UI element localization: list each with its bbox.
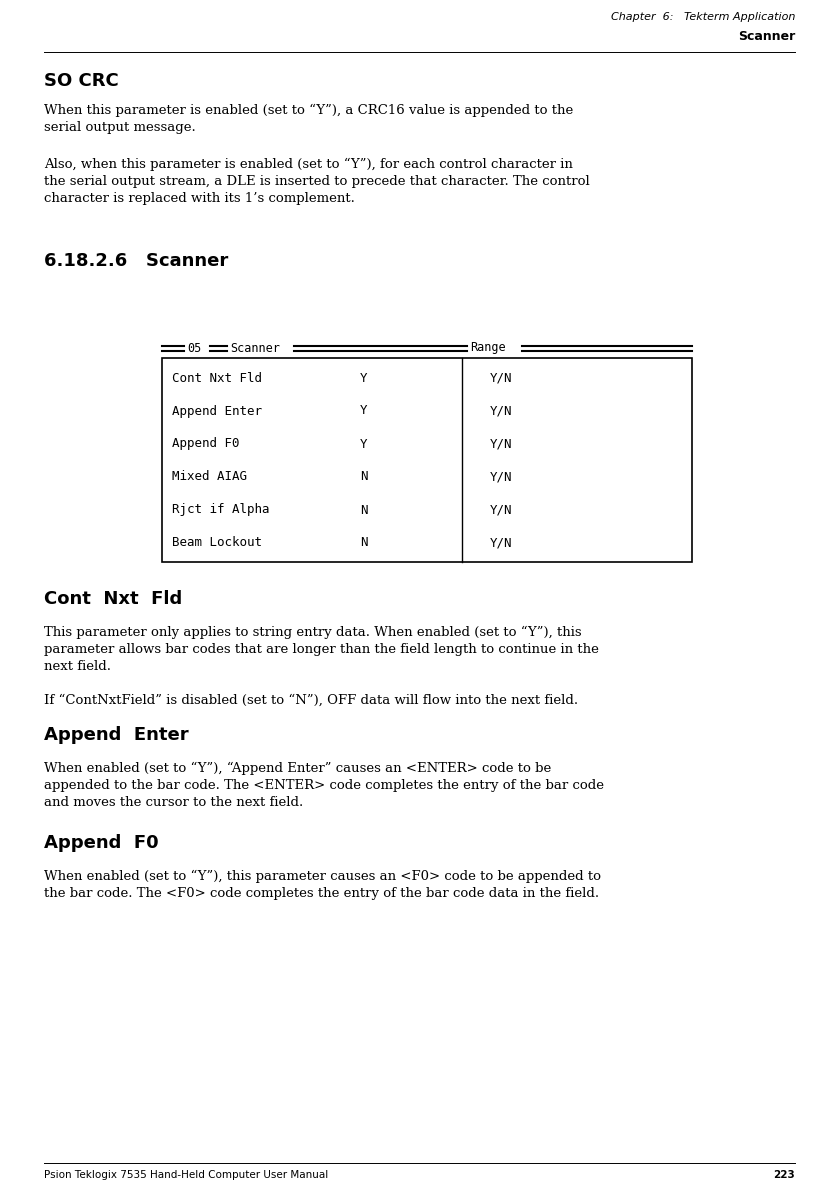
Text: Cont Nxt Fld: Cont Nxt Fld bbox=[172, 371, 262, 384]
Text: Y/N: Y/N bbox=[490, 504, 513, 516]
Text: Also, when this parameter is enabled (set to “Y”), for each control character in: Also, when this parameter is enabled (se… bbox=[44, 158, 590, 205]
Text: Y: Y bbox=[360, 371, 368, 384]
Text: Scanner: Scanner bbox=[230, 341, 280, 354]
Text: If “ContNxtField” is disabled (set to “N”), OFF data will flow into the next fie: If “ContNxtField” is disabled (set to “N… bbox=[44, 694, 578, 707]
Text: When enabled (set to “Y”), “Append Enter” causes an <ENTER> code to be
appended : When enabled (set to “Y”), “Append Enter… bbox=[44, 762, 604, 809]
Text: 6.18.2.6   Scanner: 6.18.2.6 Scanner bbox=[44, 253, 229, 271]
Text: Y: Y bbox=[360, 405, 368, 418]
Text: Append F0: Append F0 bbox=[172, 437, 239, 450]
Text: Y/N: Y/N bbox=[490, 470, 513, 484]
Text: Y/N: Y/N bbox=[490, 405, 513, 418]
Text: Beam Lockout: Beam Lockout bbox=[172, 536, 262, 549]
Text: Range: Range bbox=[470, 341, 505, 354]
Text: Cont  Nxt  Fld: Cont Nxt Fld bbox=[44, 590, 183, 608]
Text: 223: 223 bbox=[773, 1169, 795, 1180]
Text: Mixed AIAG: Mixed AIAG bbox=[172, 470, 247, 484]
Text: N: N bbox=[360, 536, 368, 549]
Text: Rjct if Alpha: Rjct if Alpha bbox=[172, 504, 269, 516]
Text: Y/N: Y/N bbox=[490, 536, 513, 549]
Text: When this parameter is enabled (set to “Y”), a CRC16 value is appended to the
se: When this parameter is enabled (set to “… bbox=[44, 104, 573, 134]
Text: SO CRC: SO CRC bbox=[44, 72, 118, 90]
Text: Psion Teklogix 7535 Hand-Held Computer User Manual: Psion Teklogix 7535 Hand-Held Computer U… bbox=[44, 1169, 329, 1180]
Bar bbox=[162, 358, 692, 563]
Text: Append  F0: Append F0 bbox=[44, 834, 158, 852]
Text: When enabled (set to “Y”), this parameter causes an <F0> code to be appended to
: When enabled (set to “Y”), this paramete… bbox=[44, 870, 601, 900]
Text: Append Enter: Append Enter bbox=[172, 405, 262, 418]
Text: Append  Enter: Append Enter bbox=[44, 727, 188, 745]
Text: Y/N: Y/N bbox=[490, 371, 513, 384]
Text: This parameter only applies to string entry data. When enabled (set to “Y”), thi: This parameter only applies to string en… bbox=[44, 626, 599, 673]
Text: 05: 05 bbox=[187, 341, 201, 354]
Text: Y/N: Y/N bbox=[490, 437, 513, 450]
Text: N: N bbox=[360, 470, 368, 484]
Text: N: N bbox=[360, 504, 368, 516]
Text: Y: Y bbox=[360, 437, 368, 450]
Text: Scanner: Scanner bbox=[738, 30, 795, 43]
Text: Chapter  6:   Tekterm Application: Chapter 6: Tekterm Application bbox=[610, 12, 795, 22]
